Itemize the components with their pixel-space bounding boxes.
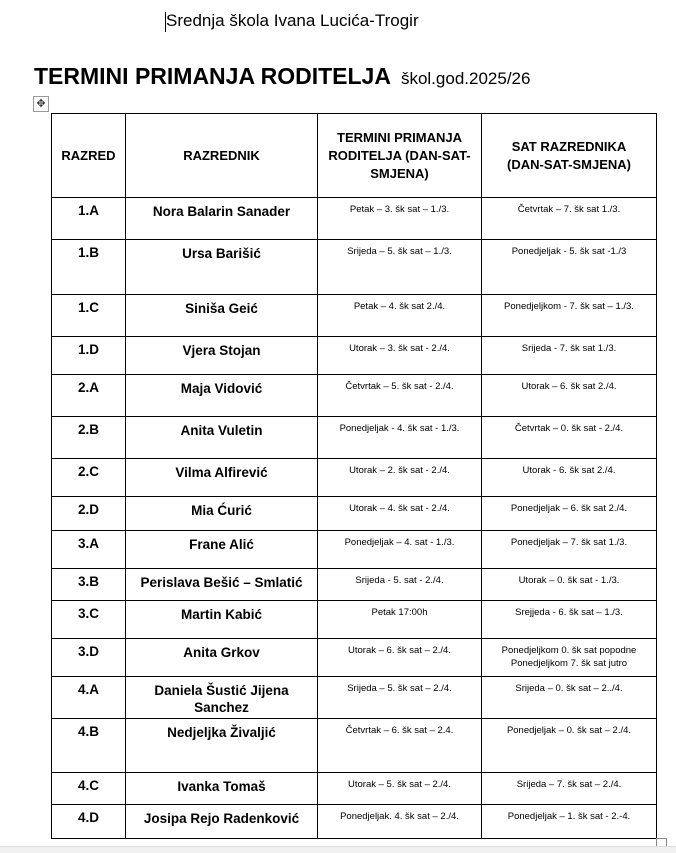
class-cell: 3.B xyxy=(51,568,126,601)
parent-meeting-cell: Srijeda – 5. šk sat – 1./3. xyxy=(317,239,482,295)
title-text: TERMINI PRIMANJA RODITELJA xyxy=(34,63,391,89)
table-row: 3.C Martin Kabić Petak 17:00h Srejjeda - 6.… xyxy=(51,600,657,639)
homeroom-hour-cell: Ponedjeljak - 5. šk sat -1./3 xyxy=(481,239,657,295)
teacher-cell: Maja Vidović xyxy=(125,374,318,417)
class-cell: 1.A xyxy=(51,197,126,240)
schedule-table: RAZRED RAZREDNIK TERMINI PRIMANJA RODITE… xyxy=(51,113,657,839)
table-row: 3.B Perislava Bešić – Smlatić Srijeda - 5.… xyxy=(51,568,657,601)
homeroom-hour-cell: Srijeda – 7. šk sat – 2./4. xyxy=(481,772,657,805)
homeroom-hour-cell: Srejjeda - 6. šk sat – 1./3. xyxy=(481,600,657,639)
parent-meeting-cell: Ponedjeljak. 4. šk sat – 2./4. xyxy=(317,804,482,839)
parent-meeting-cell: Ponedjeljak - 4. šk sat - 1./3. xyxy=(317,416,482,459)
table-row: 1.C Siniša Geić Petak – 4. šk sat 2./4. Pon… xyxy=(51,294,657,337)
table-row: 4.A Daniela Šustić Jijena Sanchez Srijeda … xyxy=(51,676,657,719)
teacher-cell: Josipa Rejo Radenković xyxy=(125,804,318,839)
homeroom-hour-cell: Ponedjeljak – 7. šk sat 1./3. xyxy=(481,530,657,569)
document-title: TERMINI PRIMANJA RODITELJA škol.god.2025/… xyxy=(34,63,530,90)
homeroom-hour-cell: Srijeda - 7. šk sat 1./3. xyxy=(481,336,657,375)
table-row: 4.D Josipa Rejo Radenković Ponedjeljak. 4.… xyxy=(51,804,657,839)
homeroom-hour-cell: Utorak – 0. šk sat - 1./3. xyxy=(481,568,657,601)
homeroom-hour-cell: Utorak – 6. šk sat 2./4. xyxy=(481,374,657,417)
teacher-cell: Perislava Bešić – Smlatić xyxy=(125,568,318,601)
text-cursor xyxy=(165,12,166,32)
header-sat-razrednika: SAT RAZREDNIKA (DAN-SAT-SMJENA) xyxy=(481,113,657,198)
header-termini: TERMINI PRIMANJA RODITELJA (DAN-SAT-SMJE… xyxy=(317,113,482,198)
class-cell: 2.C xyxy=(51,458,126,497)
school-year: škol.god.2025/26 xyxy=(400,69,531,88)
table-row: 3.D Anita Grkov Utorak – 6. šk sat – 2./4.… xyxy=(51,638,657,677)
class-cell: 4.C xyxy=(51,772,126,805)
class-cell: 1.B xyxy=(51,239,126,295)
class-cell: 4.A xyxy=(51,676,126,719)
class-cell: 2.A xyxy=(51,374,126,417)
table-row: 1.D Vjera Stojan Utorak – 3. šk sat - 2./4… xyxy=(51,336,657,375)
table-row: 2.D Mia Ćurić Utorak – 4. šk sat - 2./4. Po… xyxy=(51,496,657,531)
parent-meeting-cell: Četvrtak – 6. šk sat – 2.4. xyxy=(317,718,482,773)
teacher-cell: Vjera Stojan xyxy=(125,336,318,375)
teacher-cell: Daniela Šustić Jijena Sanchez xyxy=(125,676,318,719)
teacher-cell: Siniša Geić xyxy=(125,294,318,337)
parent-meeting-cell: Ponedjeljak – 4. sat - 1./3. xyxy=(317,530,482,569)
homeroom-hour-cell: Srijeda – 0. šk sat – 2../4. xyxy=(481,676,657,719)
teacher-cell: Ursa Barišić xyxy=(125,239,318,295)
parent-meeting-cell: Srijeda – 5. šk sat – 2./4. xyxy=(317,676,482,719)
homeroom-hour-cell: Ponedjeljak – 0. šk sat – 2./4. xyxy=(481,718,657,773)
homeroom-hour-cell: Utorak - 6. šk sat 2./4. xyxy=(481,458,657,497)
class-cell: 4.B xyxy=(51,718,126,773)
table-row: 1.A Nora Balarin Sanader Petak – 3. šk sat… xyxy=(51,197,657,240)
teacher-cell: Nedjeljka Živaljić xyxy=(125,718,318,773)
table-row: 2.B Anita Vuletin Ponedjeljak - 4. šk sat … xyxy=(51,416,657,459)
parent-meeting-cell: Srijeda - 5. sat - 2./4. xyxy=(317,568,482,601)
homeroom-hour-cell: Ponedjeljkom 0. šk sat popodne Ponedjelj… xyxy=(481,638,657,677)
parent-meeting-cell: Četvrtak – 5. šk sat - 2./4. xyxy=(317,374,482,417)
homeroom-hour-cell: Četvrtak – 7. šk sat 1./3. xyxy=(481,197,657,240)
table-row: 2.C Vilma Alfirević Utorak – 2. šk sat - 2… xyxy=(51,458,657,497)
table-row: 1.B Ursa Barišić Srijeda – 5. šk sat – 1./… xyxy=(51,239,657,295)
parent-meeting-cell: Petak – 3. šk sat – 1./3. xyxy=(317,197,482,240)
homeroom-hour-cell: Ponedjeljkom - 7. šk sat – 1./3. xyxy=(481,294,657,337)
table-header-row: RAZRED RAZREDNIK TERMINI PRIMANJA RODITE… xyxy=(51,113,657,198)
table-row: 3.A Frane Alić Ponedjeljak – 4. sat - 1./3… xyxy=(51,530,657,569)
parent-meeting-cell: Utorak – 3. šk sat - 2./4. xyxy=(317,336,482,375)
table-row: 2.A Maja Vidović Četvrtak – 5. šk sat - 2.… xyxy=(51,374,657,417)
teacher-cell: Mia Ćurić xyxy=(125,496,318,531)
table-row: 4.C Ivanka Tomaš Utorak – 5. šk sat – 2./4… xyxy=(51,772,657,805)
homeroom-hour-cell: Četvrtak – 0. šk sat - 2./4. xyxy=(481,416,657,459)
parent-meeting-cell: Petak – 4. šk sat 2./4. xyxy=(317,294,482,337)
school-name: Srednja škola Ivana Lucića-Trogir xyxy=(166,11,419,30)
parent-meeting-cell: Utorak – 4. šk sat - 2./4. xyxy=(317,496,482,531)
homeroom-hour-cell: Ponedjeljak – 6. šk sat 2./4. xyxy=(481,496,657,531)
parent-meeting-cell: Utorak – 5. šk sat – 2./4. xyxy=(317,772,482,805)
class-cell: 3.D xyxy=(51,638,126,677)
page-bottom-edge xyxy=(0,846,676,853)
teacher-cell: Martin Kabić xyxy=(125,600,318,639)
teacher-cell: Ivanka Tomaš xyxy=(125,772,318,805)
class-cell: 3.A xyxy=(51,530,126,569)
class-cell: 2.B xyxy=(51,416,126,459)
class-cell: 2.D xyxy=(51,496,126,531)
header-razrednik: RAZREDNIK xyxy=(125,113,318,198)
class-cell: 4.D xyxy=(51,804,126,839)
teacher-cell: Anita Grkov xyxy=(125,638,318,677)
parent-meeting-cell: Utorak – 2. šk sat - 2./4. xyxy=(317,458,482,497)
teacher-cell: Frane Alić xyxy=(125,530,318,569)
table-move-handle-icon[interactable]: ✥ xyxy=(33,96,49,112)
class-cell: 1.D xyxy=(51,336,126,375)
class-cell: 3.C xyxy=(51,600,126,639)
class-cell: 1.C xyxy=(51,294,126,337)
homeroom-hour-cell: Ponedjeljak – 1. šk sat - 2.-4. xyxy=(481,804,657,839)
table-row: 4.B Nedjeljka Živaljić Četvrtak – 6. šk sa… xyxy=(51,718,657,773)
teacher-cell: Anita Vuletin xyxy=(125,416,318,459)
teacher-cell: Vilma Alfirević xyxy=(125,458,318,497)
parent-meeting-cell: Utorak – 6. šk sat – 2./4. xyxy=(317,638,482,677)
teacher-cell: Nora Balarin Sanader xyxy=(125,197,318,240)
parent-meeting-cell: Petak 17:00h xyxy=(317,600,482,639)
header-razred: RAZRED xyxy=(51,113,126,198)
